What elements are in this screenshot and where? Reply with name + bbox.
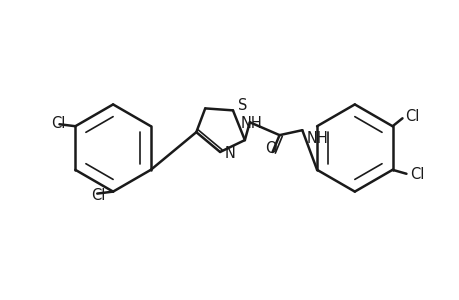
Text: NH: NH [241, 116, 262, 131]
Text: Cl: Cl [409, 167, 424, 182]
Text: NH: NH [306, 130, 327, 146]
Text: O: O [264, 141, 276, 156]
Text: Cl: Cl [404, 109, 419, 124]
Text: Cl: Cl [91, 188, 106, 203]
Text: Cl: Cl [51, 116, 66, 131]
Text: N: N [224, 146, 235, 161]
Text: S: S [237, 98, 247, 113]
